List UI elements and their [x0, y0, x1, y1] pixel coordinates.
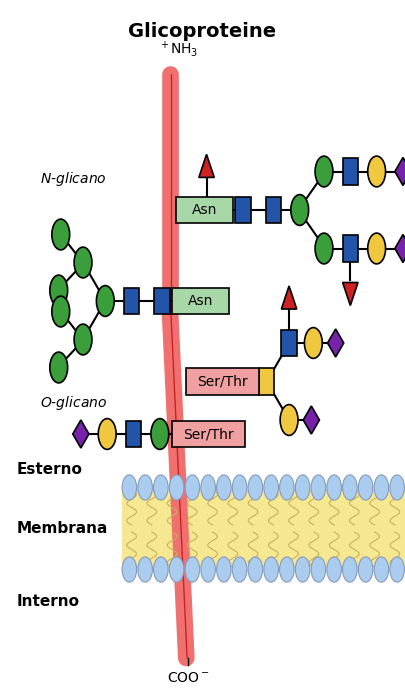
Bar [343, 235, 358, 262]
Text: Membrana: Membrana [16, 521, 108, 536]
Circle shape [291, 195, 309, 225]
Circle shape [358, 557, 373, 582]
Bar [154, 288, 170, 314]
Text: Esterno: Esterno [16, 461, 82, 477]
Polygon shape [343, 283, 358, 305]
Circle shape [358, 475, 373, 500]
Polygon shape [328, 329, 344, 357]
Circle shape [96, 286, 114, 316]
Polygon shape [199, 155, 214, 177]
Circle shape [368, 233, 386, 264]
FancyBboxPatch shape [172, 288, 229, 314]
Circle shape [311, 557, 326, 582]
Circle shape [279, 557, 294, 582]
Text: $O$-glicano: $O$-glicano [40, 393, 108, 412]
Circle shape [264, 475, 278, 500]
Polygon shape [395, 234, 405, 262]
Circle shape [217, 557, 231, 582]
Circle shape [185, 475, 200, 500]
Circle shape [138, 557, 152, 582]
Circle shape [311, 475, 326, 500]
Circle shape [201, 557, 215, 582]
Polygon shape [73, 420, 89, 448]
Polygon shape [303, 406, 320, 434]
Circle shape [295, 557, 310, 582]
Circle shape [74, 324, 92, 355]
Text: $N$-glicano: $N$-glicano [40, 169, 107, 188]
Circle shape [248, 475, 263, 500]
Circle shape [50, 352, 68, 383]
Text: Asn: Asn [188, 294, 213, 308]
Circle shape [98, 419, 116, 449]
FancyBboxPatch shape [186, 368, 259, 395]
Text: Interno: Interno [16, 594, 79, 610]
Circle shape [232, 475, 247, 500]
Circle shape [153, 475, 168, 500]
Text: Ser/Thr: Ser/Thr [197, 374, 247, 388]
Circle shape [327, 475, 341, 500]
Circle shape [305, 328, 322, 358]
Circle shape [248, 557, 263, 582]
Circle shape [52, 219, 70, 250]
Polygon shape [395, 158, 405, 186]
Bar [122, 490, 405, 567]
Bar [124, 288, 139, 314]
Circle shape [217, 475, 231, 500]
Circle shape [52, 296, 70, 327]
Circle shape [374, 475, 389, 500]
Circle shape [315, 156, 333, 187]
Circle shape [74, 247, 92, 278]
Polygon shape [281, 286, 297, 309]
Circle shape [50, 275, 68, 306]
Circle shape [169, 475, 184, 500]
Circle shape [264, 557, 278, 582]
Text: COO$^-$: COO$^-$ [167, 671, 210, 685]
Circle shape [153, 557, 168, 582]
Circle shape [185, 557, 200, 582]
Circle shape [122, 557, 136, 582]
Circle shape [295, 475, 310, 500]
Bar [281, 330, 297, 356]
Circle shape [279, 475, 294, 500]
Circle shape [169, 557, 184, 582]
Circle shape [201, 475, 215, 500]
Circle shape [327, 557, 341, 582]
Bar [126, 421, 141, 447]
Circle shape [390, 475, 405, 500]
Circle shape [374, 557, 389, 582]
Circle shape [368, 156, 386, 187]
Circle shape [151, 419, 169, 449]
Circle shape [232, 557, 247, 582]
Text: $^+$NH$_3$: $^+$NH$_3$ [158, 40, 198, 60]
Circle shape [280, 405, 298, 435]
Circle shape [138, 475, 152, 500]
Circle shape [390, 557, 405, 582]
Text: Ser/Thr: Ser/Thr [183, 427, 234, 441]
Text: Glicoproteine: Glicoproteine [128, 22, 277, 41]
Circle shape [343, 475, 357, 500]
Circle shape [315, 233, 333, 264]
Bar [259, 368, 275, 395]
Bar [266, 197, 281, 223]
Circle shape [343, 557, 357, 582]
Text: Asn: Asn [192, 203, 217, 217]
FancyBboxPatch shape [176, 197, 233, 223]
FancyBboxPatch shape [172, 421, 245, 447]
Circle shape [122, 475, 136, 500]
Bar [235, 197, 251, 223]
Bar [343, 158, 358, 185]
